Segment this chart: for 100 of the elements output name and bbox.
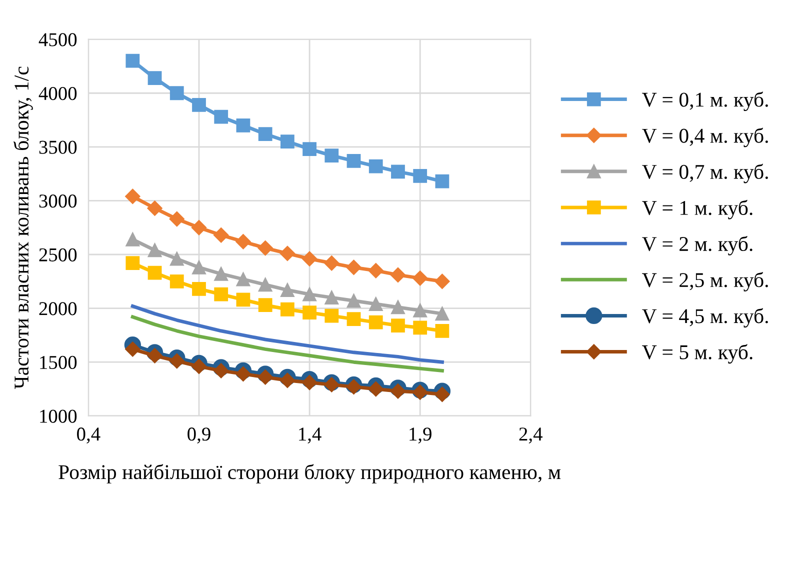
point	[435, 306, 450, 321]
point	[192, 282, 206, 296]
point	[346, 294, 361, 308]
point	[191, 220, 207, 236]
point	[391, 318, 405, 332]
legend-label: V = 4,5 м. куб.	[642, 308, 768, 328]
line-series	[130, 304, 444, 364]
point	[258, 127, 272, 141]
point	[280, 302, 294, 316]
point	[368, 159, 383, 174]
point	[147, 200, 162, 216]
point	[170, 274, 184, 288]
point	[170, 252, 184, 266]
point	[280, 372, 295, 388]
point	[435, 324, 450, 338]
point	[236, 118, 250, 132]
point	[214, 363, 229, 378]
point	[236, 272, 250, 286]
point	[192, 260, 206, 274]
point	[258, 298, 272, 312]
point	[280, 134, 294, 148]
point	[302, 251, 318, 266]
point	[324, 377, 340, 392]
point	[126, 256, 140, 270]
legend-label: V = 5 м. куб.	[642, 344, 752, 364]
point	[148, 71, 162, 86]
point	[280, 246, 295, 261]
point	[258, 240, 273, 256]
point	[236, 366, 251, 382]
y-axis-title: Частоти власних коливань блоку, 1/с	[13, 66, 33, 389]
point	[435, 174, 450, 188]
x-tick-label: 2,4	[519, 428, 542, 444]
point	[368, 315, 383, 330]
point	[346, 260, 362, 275]
y-tick-label: 4500	[38, 33, 77, 46]
point	[413, 320, 428, 335]
legend-label: V = 0,7 м. куб.	[642, 164, 768, 184]
point	[126, 232, 140, 246]
x-tick-label: 0,4	[77, 428, 100, 444]
x-tick-label: 0,9	[188, 428, 210, 444]
legend-label: V = 0,1 м. куб.	[642, 92, 768, 112]
point	[214, 110, 228, 124]
point	[390, 267, 406, 283]
point	[125, 342, 140, 357]
point	[412, 384, 428, 400]
point	[236, 292, 250, 307]
point	[324, 290, 339, 304]
y-tick-label: 2000	[39, 302, 77, 316]
legend-label: V = 1 м. куб.	[642, 200, 752, 220]
y-tick-label: 2500	[39, 248, 77, 262]
point	[169, 353, 184, 369]
point	[346, 312, 361, 326]
point	[302, 374, 318, 390]
y-tick-label: 3500	[39, 140, 77, 154]
point	[391, 164, 405, 179]
point	[391, 300, 405, 314]
point	[413, 169, 428, 183]
point	[280, 283, 294, 297]
point	[236, 234, 251, 250]
point	[148, 266, 162, 280]
y-tick-label: 1000	[40, 410, 77, 423]
point	[169, 211, 184, 227]
point	[258, 370, 273, 385]
point	[324, 256, 340, 271]
point	[258, 278, 272, 292]
point	[434, 386, 450, 402]
point	[302, 287, 316, 302]
point	[126, 54, 140, 68]
point	[368, 297, 383, 311]
point	[192, 98, 206, 112]
point	[214, 266, 228, 281]
point	[148, 243, 162, 258]
point	[346, 154, 361, 168]
line-series	[130, 315, 444, 372]
point	[125, 188, 140, 204]
point	[413, 304, 428, 318]
x-tick-label: 1,9	[410, 428, 432, 444]
legend-label: V = 2,5 м. куб.	[642, 272, 768, 292]
point	[412, 270, 428, 286]
legend-label: V = 2 м. куб.	[642, 236, 752, 256]
point	[346, 379, 362, 394]
point	[302, 306, 316, 320]
x-axis-title: Розмір найбільшої сторони блоку природного каменю, м	[58, 464, 561, 484]
point	[170, 86, 184, 100]
point	[302, 142, 316, 156]
point	[214, 287, 228, 302]
y-tick-label: 3000	[39, 194, 77, 208]
point	[434, 274, 450, 289]
point	[390, 384, 406, 399]
x-tick-label: 1,4	[299, 428, 322, 444]
point	[147, 348, 162, 364]
y-tick-label: 1500	[40, 356, 77, 370]
point	[368, 263, 384, 278]
point	[191, 358, 207, 374]
y-tick-label: 4000	[38, 86, 77, 100]
point	[214, 228, 229, 243]
point	[324, 308, 339, 323]
point	[324, 148, 339, 162]
legend-label: V = 0,4 м. куб.	[642, 128, 768, 148]
point	[368, 381, 384, 397]
